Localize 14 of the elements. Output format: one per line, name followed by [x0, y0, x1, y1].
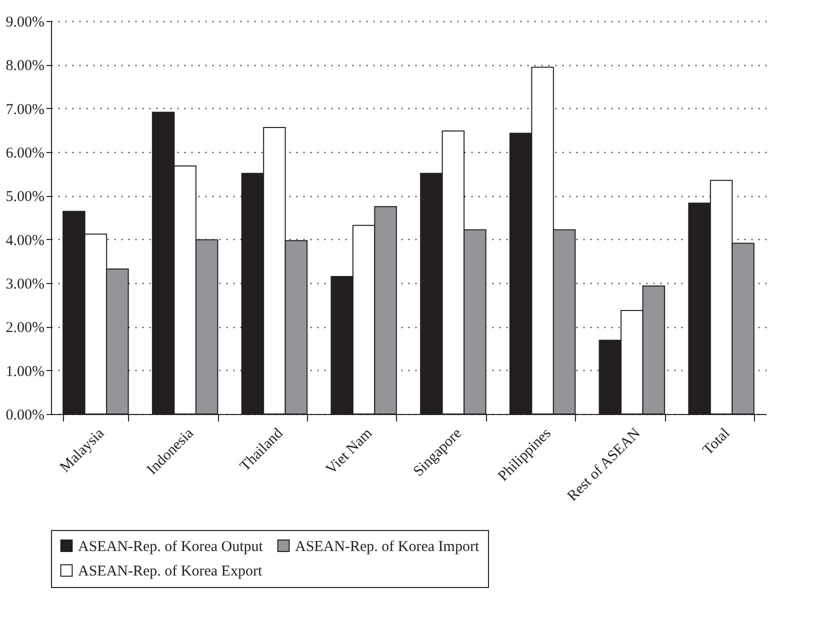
- x-tick-label: Viet Nam: [323, 425, 376, 478]
- y-tick-label: 2.00%: [6, 320, 44, 336]
- y-tick-label: 6.00%: [6, 146, 44, 162]
- legend-label: ASEAN-Rep. of Korea Export: [78, 564, 263, 580]
- y-tick-label: 0.00%: [6, 408, 44, 424]
- y-tick-label: 5.00%: [6, 189, 44, 206]
- y-tick-label: 4.00%: [6, 232, 44, 249]
- y-tick-label: 8.00%: [6, 58, 44, 74]
- legend-label: ASEAN-Rep. of Korea Import: [295, 538, 480, 555]
- y-tick-label: 9.00%: [6, 14, 44, 30]
- legend-label: ASEAN-Rep. of Korea Output: [78, 538, 264, 555]
- y-tick-label: 1.00%: [6, 364, 44, 380]
- y-tick-label: 3.00%: [6, 276, 44, 292]
- y-tick-label: 7.00%: [6, 102, 44, 118]
